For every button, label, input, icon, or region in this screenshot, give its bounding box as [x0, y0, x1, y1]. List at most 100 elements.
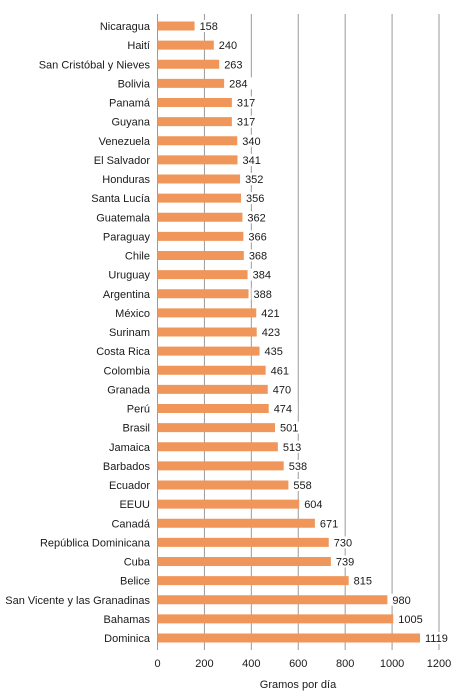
category-label: Guatemala: [96, 212, 151, 224]
bar: [157, 499, 300, 509]
category-label: Chile: [125, 251, 150, 263]
value-label: 340: [242, 136, 260, 148]
category-label: Honduras: [102, 174, 150, 186]
category-label: Haití: [127, 40, 150, 52]
value-label: 558: [293, 480, 311, 492]
category-label: Paraguay: [103, 231, 151, 243]
bar: [157, 117, 232, 127]
value-label-bg: [291, 479, 318, 491]
category-label: Barbados: [103, 461, 151, 473]
value-label: 435: [265, 346, 283, 358]
category-label: San Vicente y las Granadinas: [5, 595, 150, 607]
bar: [157, 461, 284, 471]
value-label-bg: [268, 364, 295, 377]
x-tick-labels: 0 200 400 600 800 1000 1200: [154, 658, 451, 670]
value-label-bg: [270, 383, 297, 396]
value-label-bg: [222, 58, 249, 71]
value-label-bg: [271, 402, 298, 415]
category-label: Granada: [107, 384, 151, 396]
category-label: Uruguay: [108, 270, 150, 282]
bar: [157, 21, 195, 31]
bar: [157, 423, 276, 433]
bar: [157, 40, 214, 50]
bar: [157, 480, 289, 490]
category-label: El Salvador: [94, 155, 151, 167]
value-label-bg: [251, 287, 278, 300]
value-label-bg: [259, 326, 286, 338]
category-label: Santa Lucía: [91, 193, 151, 205]
category-label: Argentina: [103, 289, 151, 301]
bar: [157, 155, 238, 165]
value-label: 513: [283, 442, 301, 454]
category-label: Venezuela: [99, 136, 151, 148]
value-label: 317: [237, 98, 255, 110]
value-label: 1119: [425, 633, 448, 645]
value-label-bg: [243, 173, 270, 185]
category-label: República Dominicana: [40, 537, 151, 549]
category-label: Surinam: [109, 327, 150, 339]
category-label: EEUU: [119, 499, 150, 511]
bar: [157, 231, 244, 241]
value-label-bg: [227, 77, 254, 90]
value-label: 461: [271, 365, 289, 377]
value-label: 362: [247, 212, 265, 224]
value-label-bg: [246, 230, 273, 243]
value-label: 739: [336, 557, 354, 569]
x-tick-label: 800: [336, 658, 354, 670]
category-label: Nicaragua: [100, 21, 151, 33]
value-label-bg: [262, 345, 289, 358]
category-label: Ecuador: [109, 480, 150, 492]
bar: [157, 404, 269, 413]
bar: [157, 595, 388, 605]
x-tick-label: 200: [195, 658, 213, 670]
category-label: Costa Rica: [96, 346, 151, 358]
value-label-bg: [286, 459, 313, 472]
value-label-bg: [390, 593, 417, 606]
value-label: 341: [242, 155, 260, 167]
bar: [157, 384, 268, 394]
category-label: Perú: [127, 404, 150, 416]
bar: [157, 174, 241, 184]
bar: [157, 576, 349, 586]
category-label: Cuba: [124, 557, 151, 569]
category-label: Guyana: [111, 117, 150, 129]
value-label: 158: [200, 21, 218, 33]
category-label: Belice: [120, 576, 150, 588]
bar: [157, 557, 331, 566]
value-label: 421: [261, 308, 279, 320]
value-label-bg: [240, 134, 267, 147]
value-label: 317: [237, 117, 255, 129]
value-label-bg: [278, 421, 305, 434]
bar: [157, 518, 315, 528]
value-label-bg: [250, 268, 277, 281]
bar: [157, 193, 242, 203]
x-tick-label: 1000: [380, 658, 404, 670]
value-label: 356: [246, 193, 264, 205]
value-label: 730: [334, 537, 352, 549]
value-label-bg: [396, 612, 423, 625]
value-label-bg: [216, 39, 243, 52]
bar: [157, 59, 220, 69]
bar: [157, 251, 244, 260]
value-label-bg: [422, 632, 449, 644]
value-label-bg: [244, 192, 271, 205]
value-label-bg: [259, 306, 286, 319]
bar: [157, 289, 249, 299]
category-label: Jamaica: [109, 442, 151, 454]
category-label: Panamá: [109, 98, 151, 110]
category-labels: Nicaragua Haití San Cristóbal y Nieves Boli…: [5, 21, 151, 645]
bar: [157, 270, 248, 280]
value-label-bg: [234, 115, 261, 128]
bar: [157, 327, 257, 337]
category-label: Canadá: [111, 518, 150, 530]
value-label: 384: [253, 270, 271, 282]
category-label: Dominica: [104, 633, 151, 645]
value-label-bg: [317, 517, 344, 530]
bar: [157, 346, 260, 356]
value-label-bg: [234, 96, 261, 109]
value-label: 604: [304, 499, 322, 511]
bar: [157, 365, 266, 375]
category-label: Bahamas: [104, 614, 151, 626]
x-tick-label: 600: [289, 658, 307, 670]
category-label: México: [115, 308, 150, 320]
